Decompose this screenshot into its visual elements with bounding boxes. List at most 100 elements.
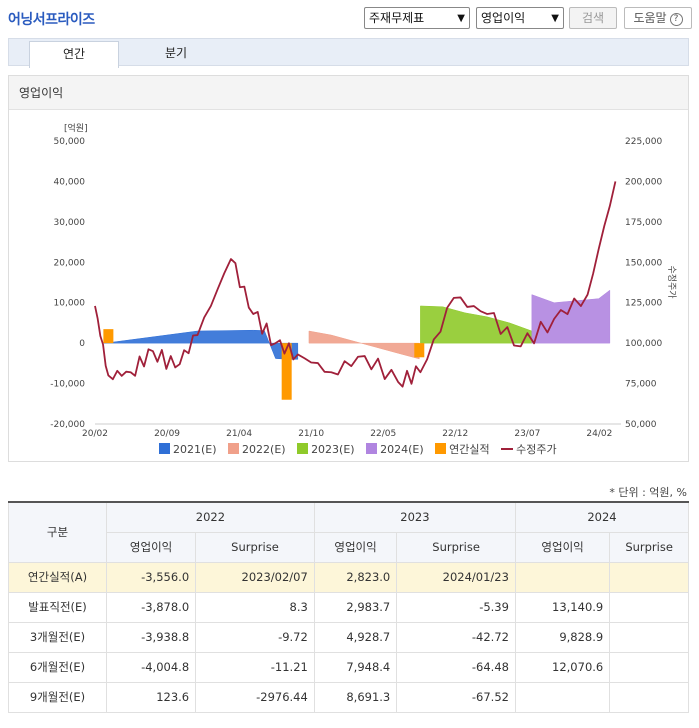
question-icon: ? [669, 13, 683, 26]
sub-header: 영업이익 [105, 531, 197, 563]
legend-swatch [159, 443, 170, 454]
legend-item[interactable]: 2021(E) [159, 443, 217, 456]
legend-label: 수정주가 [516, 443, 557, 456]
table-row: 연간실적(A) -3,556.0 2023/02/07 2,823.0 2024… [8, 561, 689, 593]
col-group-header: 구분 [8, 501, 107, 563]
area-series [531, 289, 611, 344]
y-tick-label: 30,000 [54, 218, 86, 228]
table-row: 6개월전(E) -4,004.8 -11.21 7,948.4 -64.48 1… [8, 651, 689, 683]
unit-note: * 단위 : 억원, % [609, 486, 687, 499]
y-unit-label: [억원] [64, 122, 88, 134]
table-cell: 4,928.7 [313, 621, 398, 653]
table-cell: -3,556.0 [105, 561, 197, 593]
x-tick-label: 22/05 [370, 429, 396, 439]
help-button[interactable]: 도움말? [624, 7, 692, 29]
table-cell [514, 681, 611, 713]
tab-quarterly[interactable]: 분기 [164, 46, 188, 60]
metric-select-value: 영업이익 [481, 11, 526, 25]
y-tick-label: -10,000 [50, 380, 85, 390]
table-cell: -64.48 [396, 651, 516, 683]
y2-tick-label: 200,000 [625, 177, 662, 187]
y2-tick-label: 125,000 [625, 299, 662, 309]
legend-item[interactable]: 2024(E) [366, 443, 424, 456]
actual-bar [281, 343, 292, 400]
table-cell: 123.6 [105, 681, 197, 713]
chart-legend: 2021(E) 2022(E) 2023(E) 2024(E) 연간실적 수정주… [159, 441, 565, 457]
table-cell: 9,828.9 [514, 621, 611, 653]
table-cell: -42.72 [396, 621, 516, 653]
area-series [308, 330, 420, 360]
x-tick-label: 24/02 [586, 429, 612, 439]
table-cell [609, 591, 689, 623]
legend-label: 2021(E) [173, 443, 217, 456]
table-cell: 7,948.4 [313, 651, 398, 683]
year-header: 2024 [514, 501, 690, 533]
legend-label: 2022(E) [242, 443, 286, 456]
sub-header: Surprise [195, 531, 315, 563]
legend-item[interactable]: 연간실적 [435, 441, 490, 457]
actual-bar [414, 343, 425, 358]
surprise-table: 구분 2022 2023 2024 영업이익 Surprise 영업이익 Sur… [8, 501, 690, 713]
table-row: 9개월전(E) 123.6 -2976.44 8,691.3 -67.52 [8, 681, 689, 713]
chevron-down-icon: ▼ [457, 13, 465, 24]
y2-tick-label: 175,000 [625, 218, 662, 228]
search-button[interactable]: 검색 [569, 7, 617, 29]
x-tick-label: 21/04 [226, 429, 252, 439]
area-series [420, 305, 533, 344]
x-tick-label: 20/02 [82, 429, 108, 439]
legend-swatch [435, 443, 447, 454]
y-tick-label: -20,000 [50, 420, 85, 430]
legend-label: 연간실적 [449, 443, 490, 456]
sub-header: 영업이익 [514, 531, 611, 563]
year-header: 2022 [106, 501, 315, 533]
x-tick-label: 20/09 [154, 429, 180, 439]
table-cell: -5.39 [396, 591, 516, 623]
table-cell [609, 621, 689, 653]
table-cell: -11.21 [195, 651, 315, 683]
table-cell: 2,983.7 [313, 591, 398, 623]
legend-item[interactable]: 수정주가 [501, 441, 557, 457]
tab-annual[interactable]: 연간 [29, 41, 119, 68]
header: 어닝서프라이즈 주재무제표 ▼ 영업이익 ▼ 검색 도움말? [0, 0, 699, 36]
legend-line [501, 448, 514, 450]
table-cell: -3,878.0 [105, 591, 197, 623]
y-tick-label: 20,000 [54, 258, 86, 268]
chart-panel: 영업이익 50,000 40,000 30,000 20,000 10,000 0 -10,… [8, 75, 689, 462]
table-cell: 2023/02/07 [195, 561, 315, 593]
table-row: 발표직전(E) -3,878.0 8.3 2,983.7 -5.39 13,14… [8, 591, 689, 623]
metric-select[interactable]: 영업이익 ▼ [476, 7, 564, 29]
y2-tick-label: 50,000 [625, 420, 657, 430]
legend-label: 2023(E) [311, 443, 355, 456]
table-cell: 2,823.0 [313, 561, 398, 593]
table-cell: -67.52 [396, 681, 516, 713]
table-cell: 13,140.9 [514, 591, 611, 623]
table-cell [514, 561, 611, 593]
table-cell: 2024/01/23 [396, 561, 516, 593]
y-tick-label: 0 [79, 339, 85, 349]
table-cell [609, 681, 689, 713]
row-label: 연간실적(A) [8, 561, 107, 593]
legend-item[interactable]: 2022(E) [228, 443, 286, 456]
table-cell: -2976.44 [195, 681, 315, 713]
y-tick-label: 40,000 [54, 177, 86, 187]
legend-swatch [297, 443, 309, 454]
y2-tick-label: 100,000 [625, 339, 662, 349]
row-label: 3개월전(E) [8, 621, 107, 653]
table-row: 3개월전(E) -3,938.8 -9.72 4,928.7 -42.72 9,… [8, 621, 689, 653]
table-cell: -4,004.8 [105, 651, 197, 683]
y2-tick-label: 75,000 [625, 380, 657, 390]
row-label: 9개월전(E) [8, 681, 107, 713]
panel-title: 영업이익 [9, 76, 688, 110]
sub-header: Surprise [396, 531, 516, 563]
row-label: 6개월전(E) [8, 651, 107, 683]
legend-item[interactable]: 2023(E) [297, 443, 355, 456]
table-cell: 8,691.3 [313, 681, 398, 713]
help-label: 도움말 [633, 11, 667, 25]
sub-header: 영업이익 [313, 531, 398, 563]
sub-header: Surprise [609, 531, 689, 563]
y-tick-label: 50,000 [54, 137, 86, 147]
chevron-down-icon: ▼ [551, 13, 559, 24]
area-series [103, 329, 299, 360]
statement-select[interactable]: 주재무제표 ▼ [364, 7, 470, 29]
table-cell [609, 561, 689, 593]
